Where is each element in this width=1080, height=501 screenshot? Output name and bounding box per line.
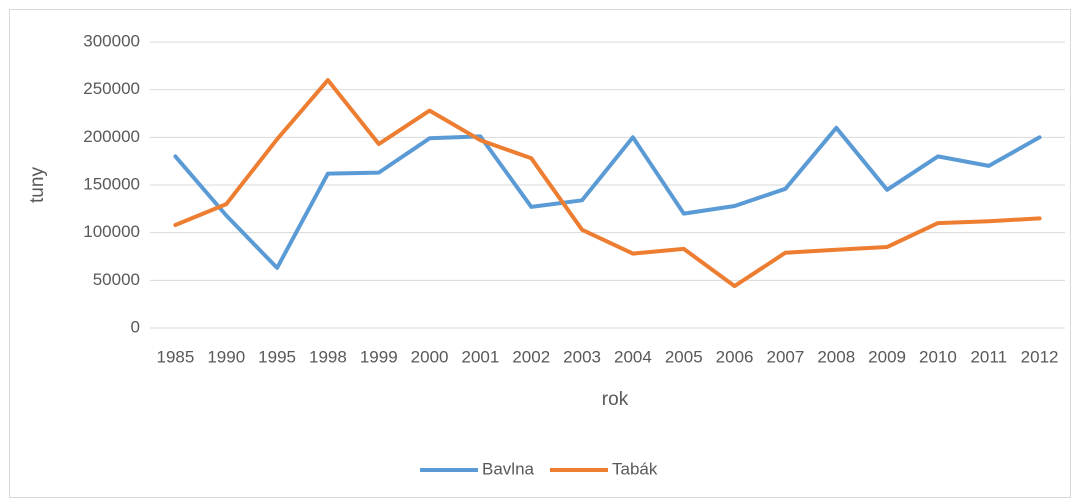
x-tick-label: 2008 <box>817 347 855 366</box>
x-tick-label: 2006 <box>716 347 754 366</box>
x-tick-label: 2004 <box>614 347 652 366</box>
x-tick-label: 2012 <box>1021 347 1059 366</box>
series-line <box>173 78 1042 289</box>
y-tick-label: 50000 <box>93 270 140 289</box>
x-tick-label: 2002 <box>512 347 550 366</box>
x-tick-label: 1999 <box>360 347 398 366</box>
y-tick-label: 200000 <box>83 127 140 146</box>
x-tick-label: 2005 <box>665 347 703 366</box>
x-tick-label: 2001 <box>462 347 500 366</box>
x-tick-label: 1998 <box>309 347 347 366</box>
x-tick-label: 2010 <box>919 347 957 366</box>
x-tick-label: 2007 <box>767 347 805 366</box>
x-tick-label: 2000 <box>411 347 449 366</box>
legend-label: Bavlna <box>482 459 535 478</box>
y-tick-label: 0 <box>131 317 140 336</box>
x-tick-label: 2009 <box>868 347 906 366</box>
legend-label: Tabák <box>612 459 658 478</box>
x-tick-label: 2011 <box>970 347 1007 366</box>
series-line <box>173 125 1042 270</box>
y-tick-label: 300000 <box>83 31 140 50</box>
x-tick-label: 1990 <box>207 347 245 366</box>
y-tick-label: 100000 <box>83 222 140 241</box>
chart-border <box>9 9 1071 498</box>
y-tick-label: 150000 <box>83 174 140 193</box>
x-tick-label: 1995 <box>258 347 296 366</box>
x-tick-label: 1985 <box>157 347 195 366</box>
x-axis-title: rok <box>602 389 629 410</box>
y-axis-title: tuny <box>27 167 48 203</box>
y-tick-label: 250000 <box>83 79 140 98</box>
x-tick-label: 2003 <box>563 347 601 366</box>
